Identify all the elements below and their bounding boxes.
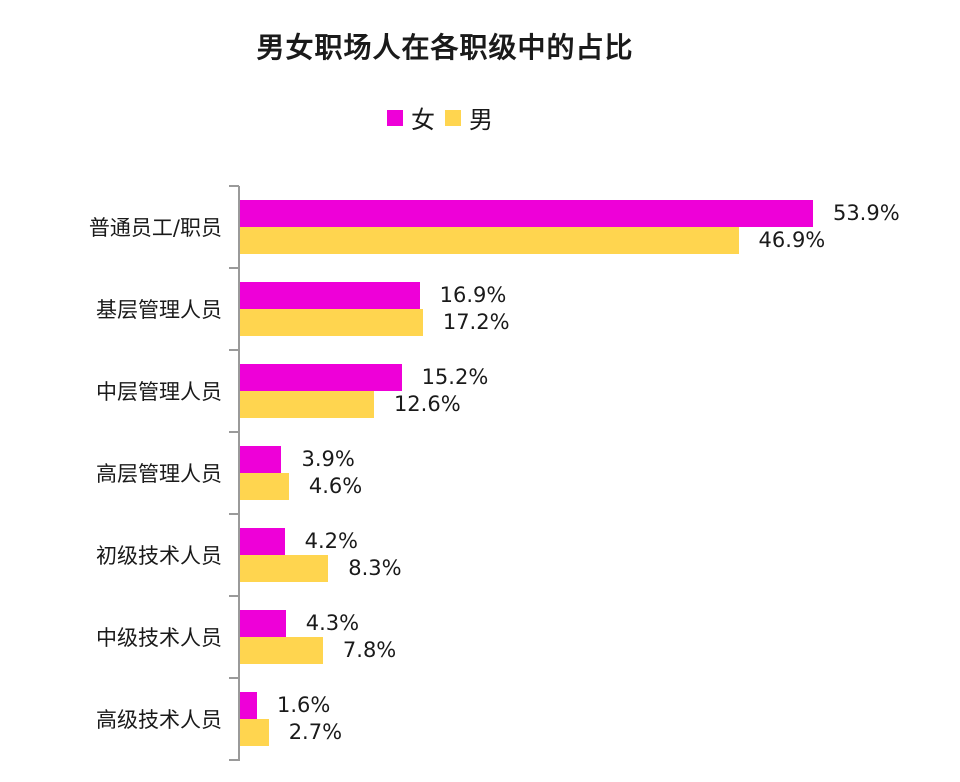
value-label-male: 8.3%	[348, 556, 402, 580]
category-label: 高级技术人员	[96, 708, 222, 732]
bar-female	[240, 282, 420, 309]
value-label-female: 1.6%	[277, 693, 331, 717]
value-label-male: 12.6%	[393, 392, 461, 416]
value-label-female: 53.9%	[832, 201, 900, 225]
bar-male	[240, 227, 739, 254]
bar-female	[240, 446, 282, 473]
category-label: 高层管理人员	[96, 462, 222, 486]
category-label: 基层管理人员	[96, 298, 222, 322]
legend: 女 男	[387, 100, 503, 135]
category-label: 普通员工/职员	[88, 216, 222, 240]
bar-male	[240, 473, 289, 500]
value-label-male: 2.7%	[288, 720, 343, 744]
bar-female	[240, 528, 285, 555]
legend-item-male: 男	[445, 100, 493, 135]
y-axis-tick	[229, 513, 239, 515]
value-label-male: 7.8%	[342, 638, 397, 662]
value-label-male: 17.2%	[442, 310, 510, 334]
value-label-female: 4.2%	[304, 529, 358, 553]
value-label-female: 3.9%	[301, 447, 355, 471]
category-label: 中级技术人员	[96, 626, 222, 650]
legend-swatch-female	[387, 109, 403, 126]
bar-female	[240, 364, 402, 391]
bar-male	[240, 555, 329, 582]
y-axis-tick	[229, 431, 239, 433]
bar-male	[240, 637, 323, 664]
value-label-female: 15.2%	[421, 365, 489, 389]
category-label: 初级技术人员	[96, 544, 222, 568]
bar-male	[240, 391, 374, 418]
y-axis-line	[238, 186, 240, 761]
value-label-female: 4.3%	[305, 611, 360, 635]
bar-male	[240, 309, 423, 336]
y-axis-tick	[229, 185, 239, 187]
bar-female	[240, 200, 813, 227]
bar-female	[240, 610, 286, 637]
legend-label-female: 女	[411, 106, 435, 134]
category-label: 中层管理人员	[96, 380, 222, 404]
legend-item-female: 女	[387, 100, 435, 135]
value-label-male: 4.6%	[308, 474, 363, 498]
value-label-male: 46.9%	[758, 228, 826, 252]
value-label-female: 16.9%	[439, 283, 507, 307]
y-axis-tick	[229, 677, 239, 679]
bar-male	[240, 719, 269, 746]
y-axis-tick	[229, 349, 239, 351]
y-axis-tick	[229, 267, 239, 269]
chart-title: 男女职场人在各职级中的占比	[256, 31, 634, 64]
bar-female	[240, 692, 257, 719]
legend-swatch-male	[445, 109, 461, 126]
legend-label-male: 男	[469, 106, 493, 134]
y-axis-tick	[229, 595, 239, 597]
y-axis-tick	[229, 759, 239, 761]
